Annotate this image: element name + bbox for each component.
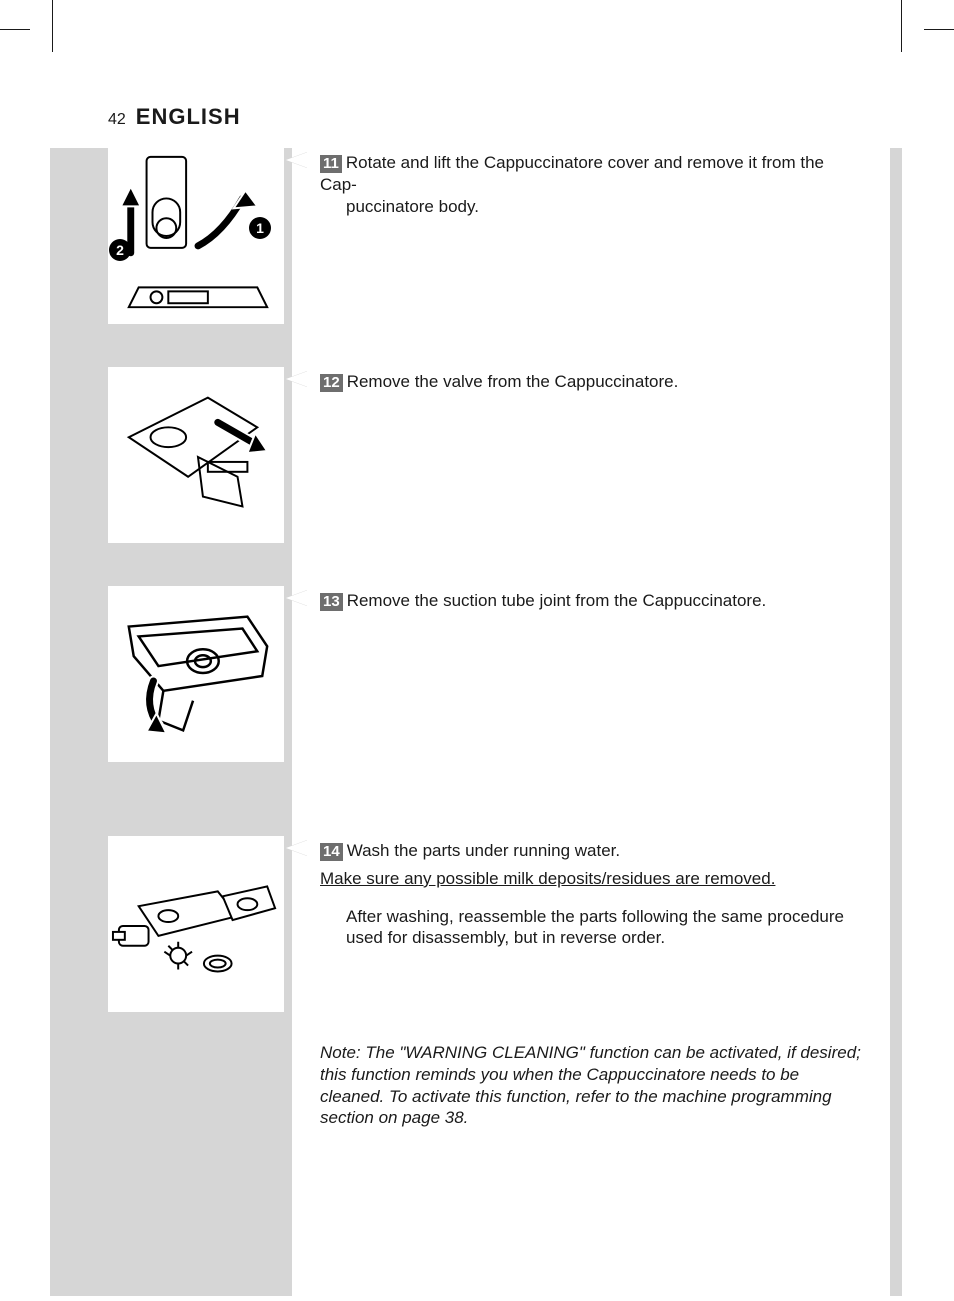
callout-2: 2 [109, 239, 131, 261]
connector-arrow-icon [286, 590, 308, 606]
figure-step-13 [108, 586, 284, 762]
step-11: 11Rotate and lift the Cappuccinatore cov… [320, 152, 864, 217]
step-number-badge: 14 [320, 843, 343, 861]
crop-mark [924, 29, 954, 30]
connector-arrow-icon [286, 152, 308, 168]
connector-arrow-icon [286, 840, 308, 856]
right-margin-bar [890, 148, 902, 1296]
step-number-badge: 12 [320, 374, 343, 392]
connector-arrow-icon [286, 371, 308, 387]
diagram-icon [109, 368, 283, 542]
figure-step-14 [108, 836, 284, 1012]
diagram-icon [109, 587, 283, 761]
step-number-badge: 13 [320, 593, 343, 611]
crop-mark [0, 29, 30, 30]
page-header: 42 ENGLISH [108, 104, 241, 130]
crop-mark [52, 0, 53, 52]
language-label: ENGLISH [136, 104, 241, 130]
diagram-icon [109, 837, 283, 1011]
step-text-cont: puccinatore body. [320, 196, 864, 218]
callout-1: 1 [249, 217, 271, 239]
step-text: Rotate and lift the Cappuccinatore cover… [320, 153, 824, 194]
page-number: 42 [108, 111, 126, 129]
note-text: Note: The "WARNING CLEANING" function ca… [320, 1042, 864, 1129]
crop-mark [901, 0, 902, 52]
step-14: 14Wash the parts under running water. Ma… [320, 840, 864, 949]
step-subtext: Make sure any possible milk deposits/res… [320, 868, 864, 890]
figure-step-12 [108, 367, 284, 543]
step-number-badge: 11 [320, 155, 342, 173]
step-13: 13Remove the suction tube joint from the… [320, 590, 864, 612]
step-12: 12Remove the valve from the Cappuccinato… [320, 371, 864, 393]
figure-step-11: 1 2 [108, 148, 284, 324]
step-paragraph: After washing, reassemble the parts foll… [320, 906, 864, 950]
step-text: Remove the valve from the Cappuccinatore… [347, 372, 679, 391]
step-text: Wash the parts under running water. [347, 841, 620, 860]
step-text: Remove the suction tube joint from the C… [347, 591, 767, 610]
